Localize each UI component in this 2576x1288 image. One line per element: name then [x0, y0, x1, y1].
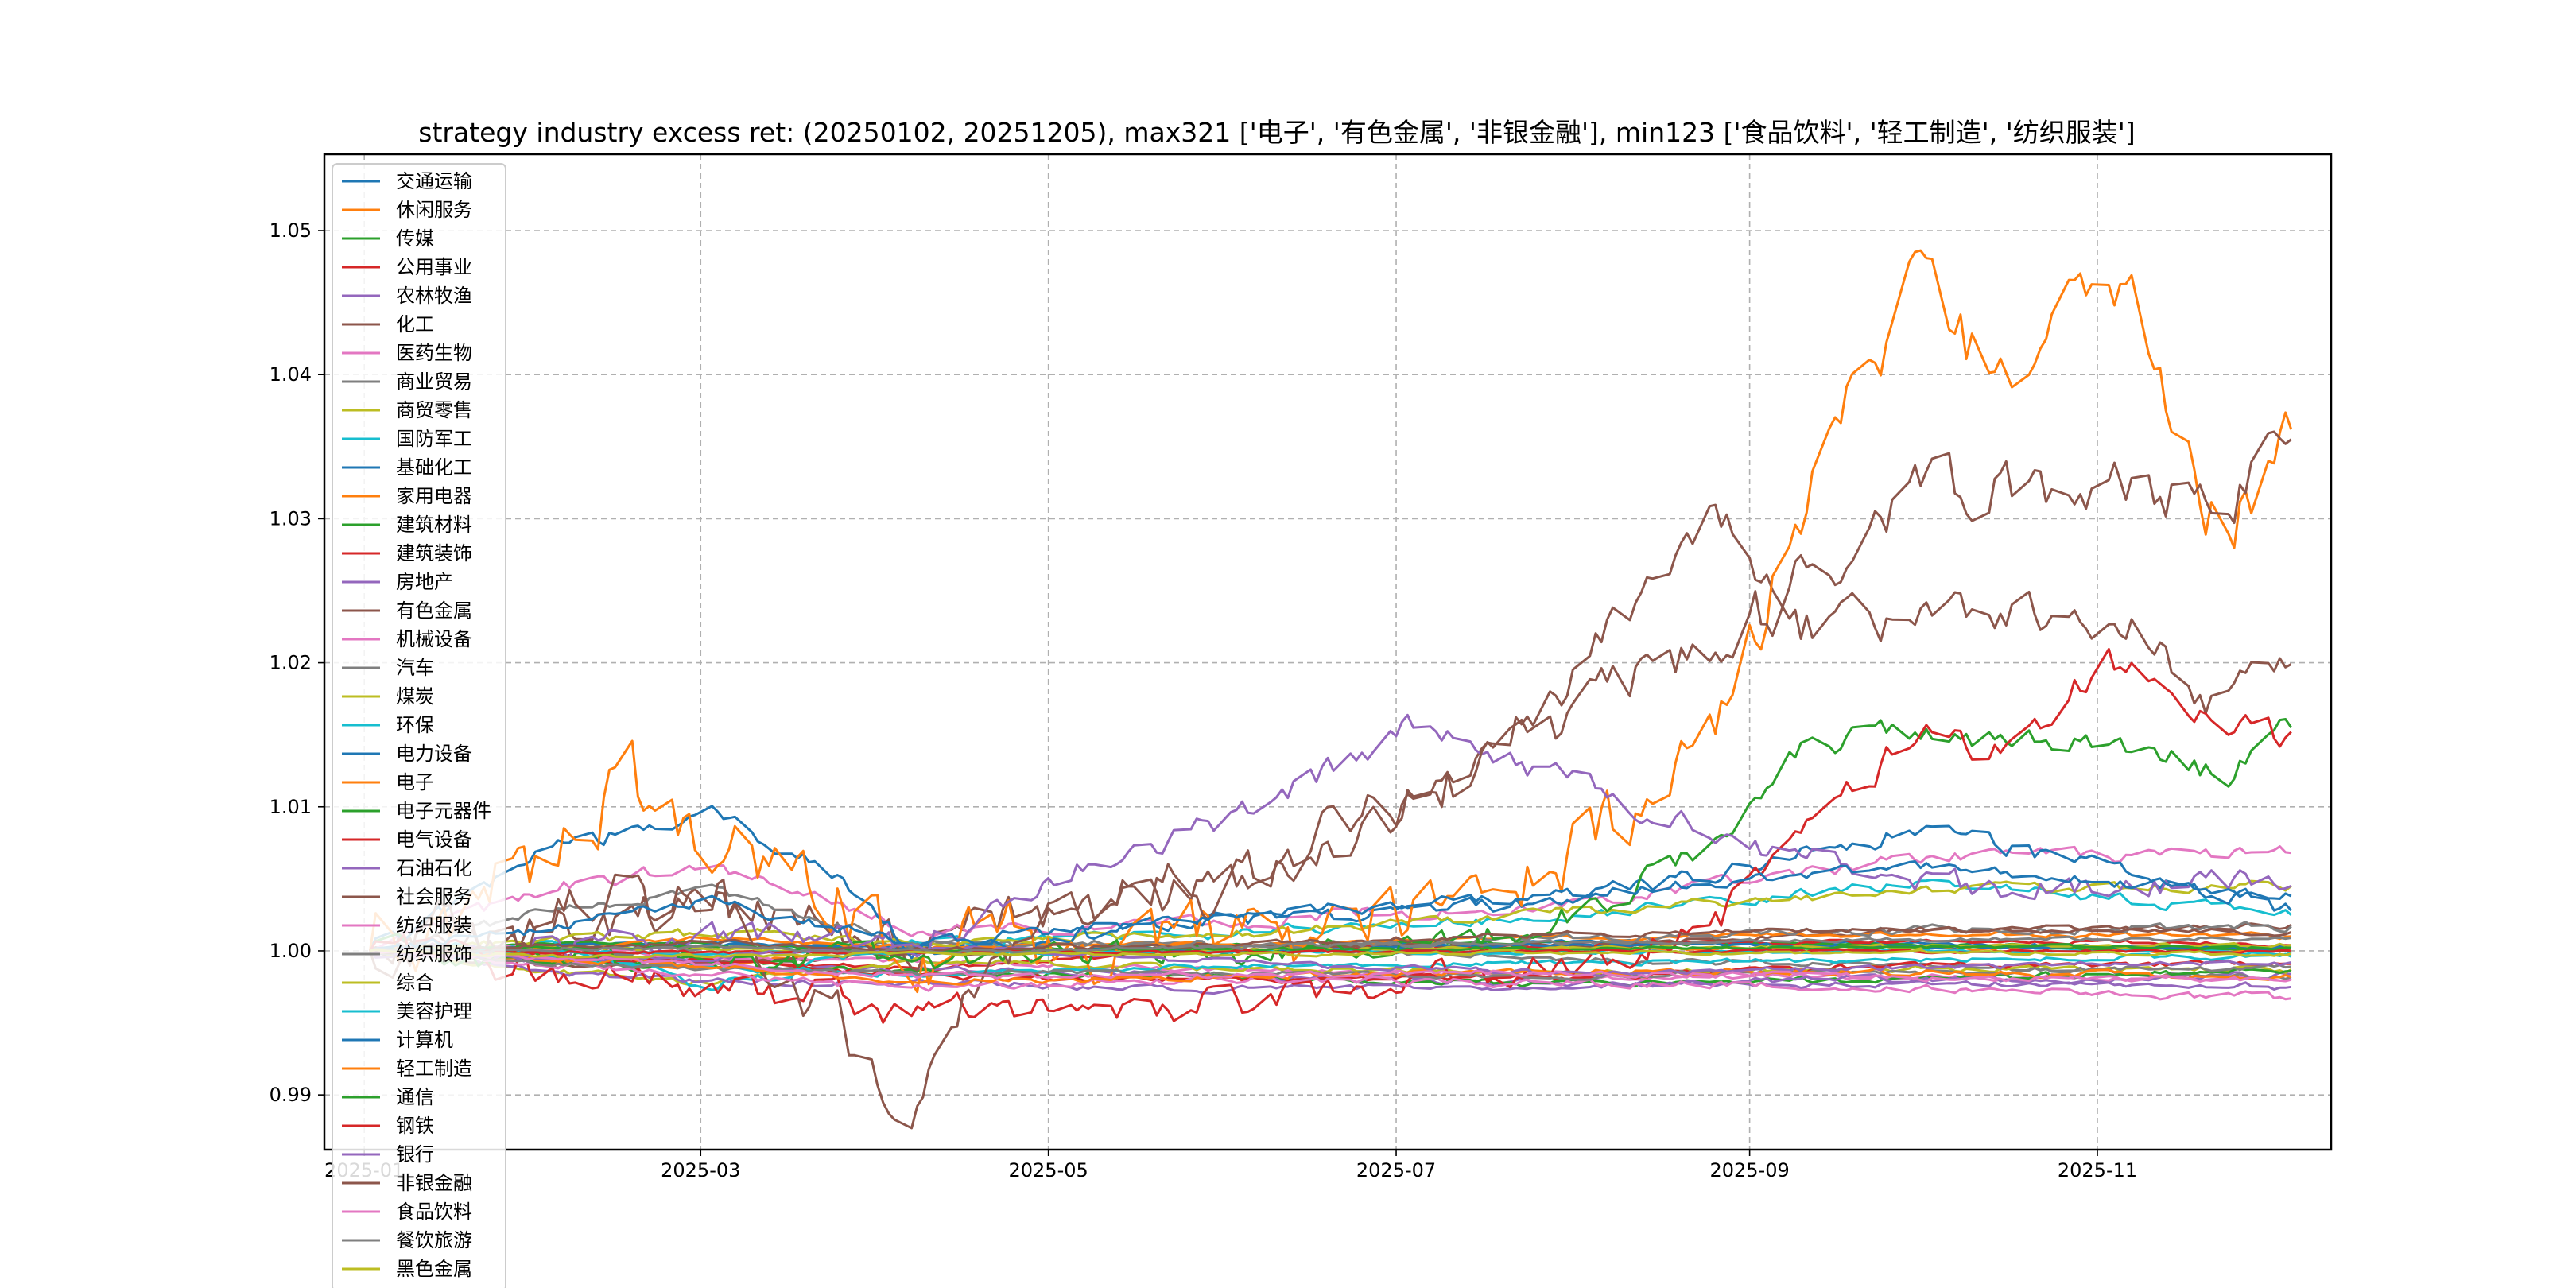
legend-label: 计算机 [396, 1029, 453, 1051]
legend-label: 休闲服务 [396, 199, 472, 221]
x-tick-label: 2025-05 [1009, 1159, 1088, 1181]
y-tick-label: 0.99 [270, 1084, 312, 1106]
legend-label: 有色金属 [396, 599, 472, 622]
series-lines [368, 249, 2293, 1130]
legend-label: 电气设备 [396, 828, 472, 851]
legend-label: 电子 [396, 771, 434, 793]
series-line [368, 430, 2292, 1130]
x-tick-label: 2025-09 [1709, 1159, 1789, 1181]
legend-label: 建筑材料 [396, 514, 472, 536]
legend-label: 汽车 [396, 657, 434, 679]
series-line [369, 947, 2292, 983]
legend-label: 美容护理 [396, 1000, 472, 1022]
legend-label: 机械设备 [396, 628, 472, 650]
legend-label: 国防军工 [396, 428, 472, 450]
legend-label: 通信 [396, 1086, 434, 1108]
legend-label: 纺织服饰 [396, 943, 472, 965]
chart-title: strategy industry excess ret: (20250102,… [418, 117, 2135, 148]
legend-label: 传媒 [396, 227, 434, 250]
legend-label: 商贸零售 [396, 399, 472, 421]
series-line [370, 925, 2292, 955]
series-line [369, 949, 2291, 1001]
legend-label: 家用电器 [396, 485, 472, 507]
legend-label: 建筑装饰 [396, 542, 472, 564]
y-tick-label: 1.00 [270, 940, 312, 962]
series-line [370, 879, 2292, 955]
series-line [368, 249, 2293, 994]
legend-label: 黑色金属 [396, 1258, 472, 1280]
x-tick-label: 2025-07 [1356, 1159, 1436, 1181]
legend-label: 轻工制造 [396, 1057, 472, 1080]
legend-label: 钢铁 [396, 1115, 434, 1137]
legend: 交通运输休闲服务传媒公用事业农林牧渔化工医药生物商业贸易商贸零售国防军工基础化工… [332, 163, 506, 1288]
legend-label: 社会服务 [396, 886, 472, 908]
legend-label: 煤炭 [396, 685, 434, 708]
plot-frame [323, 153, 2333, 1151]
legend-label: 化工 [396, 313, 434, 336]
y-tick-label: 1.01 [270, 796, 312, 818]
series-line [369, 949, 2292, 986]
x-tick-label: 2025-11 [2058, 1159, 2137, 1181]
legend-label: 环保 [396, 714, 434, 736]
y-tick-label: 1.05 [270, 219, 312, 242]
legend-label: 银行 [396, 1143, 434, 1166]
y-tick-label: 1.03 [270, 507, 312, 530]
legend-label: 公用事业 [396, 256, 472, 278]
series-line [369, 879, 2292, 991]
x-tick-label: 2025-03 [661, 1159, 740, 1181]
series-line [369, 860, 2292, 952]
y-axis: 0.99 1.00 1.01 1.02 1.03 1.04 1.05 [270, 219, 324, 1106]
legend-label: 房地产 [396, 571, 453, 593]
legend-label: 电力设备 [396, 743, 472, 765]
legend-label: 商业贸易 [396, 370, 472, 393]
series-line [370, 948, 2292, 959]
legend-label: 非银金融 [396, 1172, 472, 1194]
legend-label: 基础化工 [396, 456, 472, 479]
legend-label: 交通运输 [396, 170, 472, 192]
legend-label: 纺织服装 [396, 914, 472, 937]
legend-label: 农林牧渔 [396, 285, 472, 307]
legend-label: 综合 [396, 972, 434, 994]
series-line [369, 503, 2292, 972]
legend-label: 医药生物 [396, 342, 472, 364]
series-line [369, 647, 2292, 1024]
series-line [369, 935, 2292, 955]
legend-box [332, 163, 506, 1288]
legend-label: 电子元器件 [396, 800, 491, 822]
y-tick-label: 1.02 [270, 652, 312, 674]
y-tick-label: 1.04 [270, 363, 312, 386]
legend-label: 石油石化 [396, 857, 472, 879]
legend-label: 食品饮料 [396, 1201, 472, 1223]
legend-label: 餐饮旅游 [396, 1229, 472, 1251]
